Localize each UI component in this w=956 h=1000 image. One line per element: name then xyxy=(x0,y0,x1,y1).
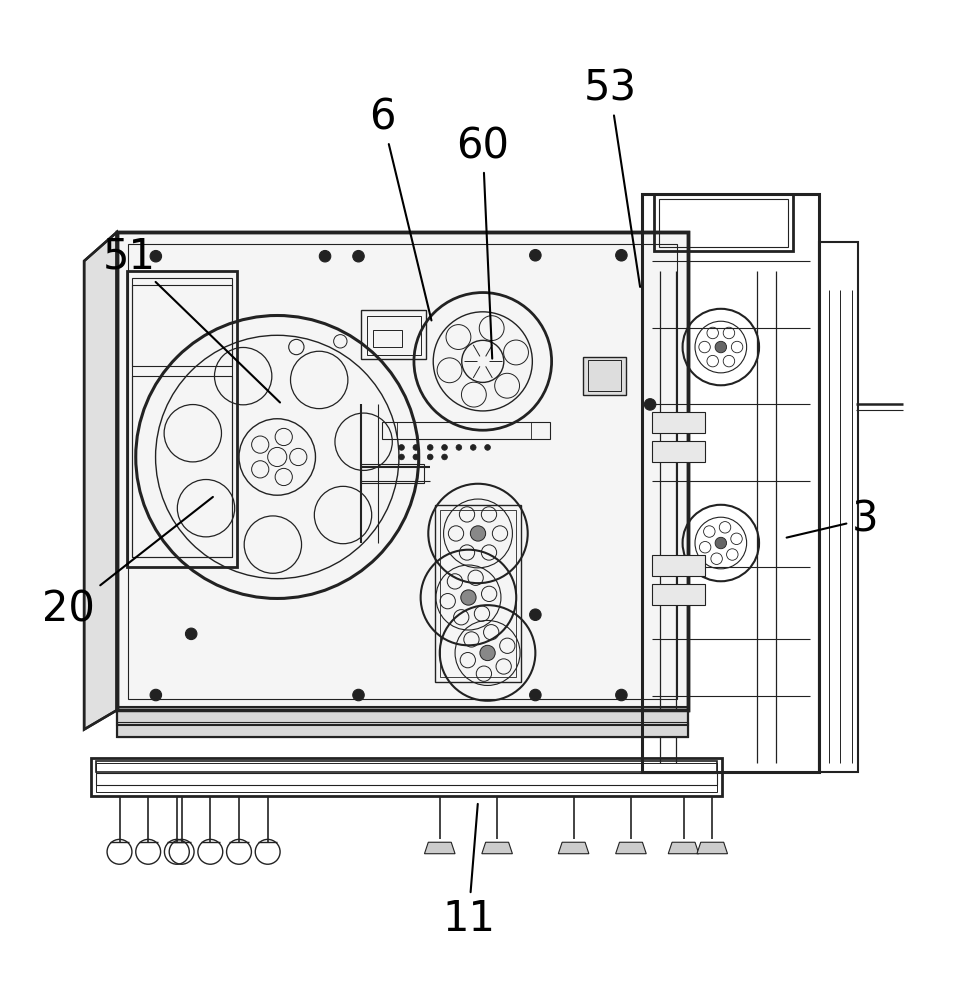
Circle shape xyxy=(470,445,476,450)
Circle shape xyxy=(399,445,404,450)
Polygon shape xyxy=(84,232,117,729)
Circle shape xyxy=(413,454,419,460)
Circle shape xyxy=(715,341,727,353)
Circle shape xyxy=(530,689,541,701)
Circle shape xyxy=(530,609,541,620)
Bar xyxy=(440,510,516,677)
Bar xyxy=(361,464,424,483)
Polygon shape xyxy=(117,232,688,710)
Text: 6: 6 xyxy=(369,97,431,320)
Bar xyxy=(132,376,232,557)
Bar xyxy=(652,412,705,433)
Bar xyxy=(382,422,550,439)
Text: 20: 20 xyxy=(42,497,213,631)
Bar xyxy=(654,194,793,251)
Circle shape xyxy=(427,445,433,450)
Text: 60: 60 xyxy=(456,125,510,359)
Polygon shape xyxy=(558,842,589,854)
Bar xyxy=(96,761,717,772)
Polygon shape xyxy=(616,842,646,854)
Bar xyxy=(96,773,717,785)
Text: 51: 51 xyxy=(102,235,280,402)
Bar xyxy=(367,316,421,355)
Circle shape xyxy=(715,537,727,549)
Circle shape xyxy=(150,250,162,262)
Bar xyxy=(132,285,232,366)
Bar xyxy=(127,271,237,567)
Circle shape xyxy=(530,250,541,261)
Circle shape xyxy=(413,445,419,450)
Bar xyxy=(117,707,688,725)
Bar xyxy=(652,555,705,576)
Circle shape xyxy=(616,689,627,701)
Polygon shape xyxy=(117,710,688,737)
Bar xyxy=(588,360,621,391)
Bar xyxy=(373,330,402,347)
Circle shape xyxy=(442,454,447,460)
Bar xyxy=(96,763,717,792)
Bar xyxy=(642,194,819,772)
Circle shape xyxy=(319,250,331,262)
Text: 11: 11 xyxy=(442,804,495,940)
Bar xyxy=(91,758,722,796)
Bar xyxy=(435,505,521,682)
Circle shape xyxy=(485,445,490,450)
Bar xyxy=(652,441,705,462)
Text: 53: 53 xyxy=(583,68,641,287)
Bar xyxy=(132,278,232,557)
Bar xyxy=(117,722,688,737)
Polygon shape xyxy=(668,842,699,854)
Bar xyxy=(659,199,788,247)
Circle shape xyxy=(427,454,433,460)
Circle shape xyxy=(353,689,364,701)
Bar xyxy=(652,584,705,605)
Circle shape xyxy=(353,250,364,262)
Bar xyxy=(583,357,626,395)
Bar xyxy=(361,310,426,359)
Polygon shape xyxy=(697,842,728,854)
Text: 3: 3 xyxy=(787,498,879,540)
Circle shape xyxy=(480,645,495,661)
Polygon shape xyxy=(482,842,512,854)
Circle shape xyxy=(185,628,197,640)
Circle shape xyxy=(470,526,486,541)
Polygon shape xyxy=(424,842,455,854)
Circle shape xyxy=(399,454,404,460)
Circle shape xyxy=(442,445,447,450)
Circle shape xyxy=(150,689,162,701)
Circle shape xyxy=(456,445,462,450)
Circle shape xyxy=(461,590,476,605)
Circle shape xyxy=(616,250,627,261)
Bar xyxy=(819,242,858,772)
Circle shape xyxy=(644,399,656,410)
